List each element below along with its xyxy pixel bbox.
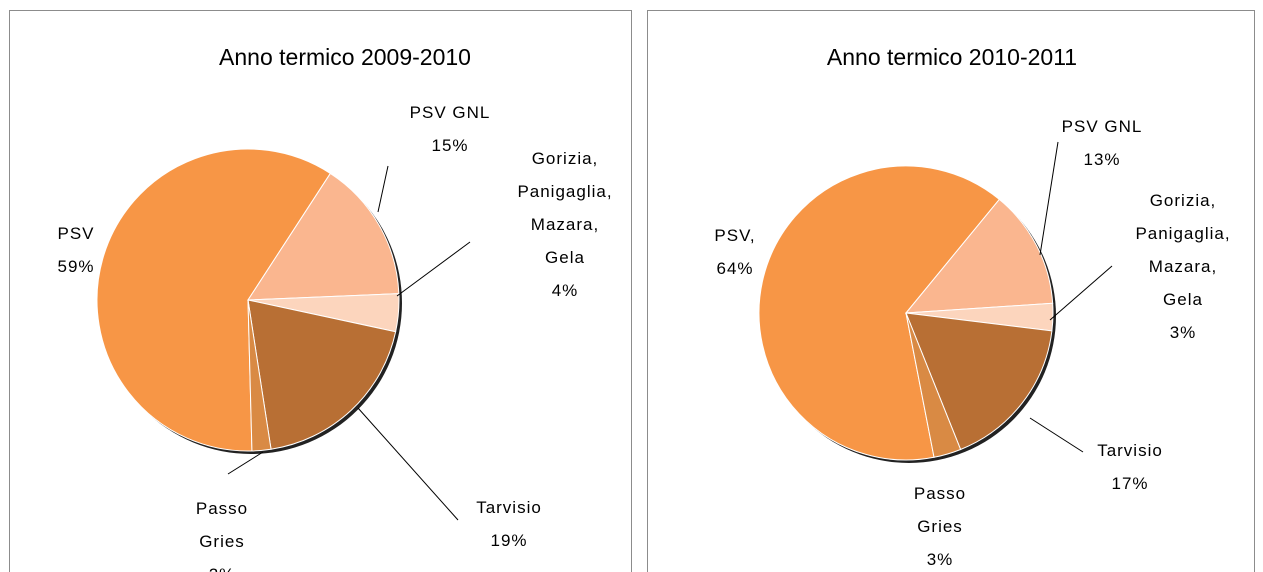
label-value: 19% bbox=[490, 531, 528, 550]
pie-slice bbox=[905, 312, 1053, 451]
label-value: 4% bbox=[551, 281, 579, 300]
label-value: 59% bbox=[57, 257, 95, 276]
label-name: Gorizia, Panigaglia, Mazara, Gela bbox=[517, 149, 613, 267]
label-name: Passo Gries bbox=[913, 484, 967, 536]
label-name: Passo Gries bbox=[195, 499, 249, 551]
label-name: Tarvisio bbox=[1097, 441, 1163, 460]
label-name: PSV GNL bbox=[1061, 117, 1143, 136]
pie-slice bbox=[247, 172, 400, 301]
chart-title: Anno termico 2010-2011 bbox=[826, 44, 1078, 70]
label-name: PSV, bbox=[714, 226, 756, 245]
leader-line bbox=[227, 451, 264, 475]
leader-line bbox=[1049, 265, 1113, 321]
label-value: 64% bbox=[716, 259, 754, 278]
label-value: 13% bbox=[1083, 150, 1121, 169]
pie-slice bbox=[247, 299, 397, 450]
label-name: Gorizia, Panigaglia, Mazara, Gela bbox=[1135, 191, 1231, 309]
leader-line bbox=[377, 165, 389, 213]
leader-line bbox=[1039, 141, 1059, 256]
data-label: Tarvisio 17% bbox=[1085, 434, 1175, 500]
chart-panel bbox=[9, 10, 632, 572]
pie-slice bbox=[758, 165, 1001, 461]
label-value: 2% bbox=[182, 558, 262, 572]
data-label: Tarvisio 19% bbox=[464, 491, 554, 557]
data-label: Passo Gries 3% bbox=[900, 477, 980, 572]
leader-line bbox=[396, 241, 471, 297]
chart-panel bbox=[647, 10, 1255, 572]
label-name: PSV bbox=[57, 224, 95, 243]
data-label: PSV, 64% bbox=[705, 219, 765, 285]
data-label: Gorizia, Panigaglia, Mazara, Gela 3% bbox=[1128, 184, 1238, 349]
pie-slice bbox=[247, 299, 272, 452]
label-value: 3% bbox=[926, 550, 954, 569]
label-value: 15% bbox=[431, 136, 469, 155]
pie-slice bbox=[905, 312, 962, 458]
label-name: Tarvisio bbox=[476, 498, 542, 517]
data-label: PSV GNL 13% bbox=[1047, 110, 1157, 176]
data-label: PSV 59% bbox=[46, 217, 106, 283]
label-value: 3% bbox=[1169, 323, 1197, 342]
leader-line bbox=[1029, 417, 1084, 453]
label-name: PSV GNL bbox=[409, 103, 491, 122]
data-label: Passo Gries 2% bbox=[182, 492, 262, 572]
label-value: 17% bbox=[1111, 474, 1149, 493]
data-label: PSV GNL 15% bbox=[395, 96, 505, 162]
pie-slice bbox=[904, 198, 1054, 314]
data-label: Gorizia, Panigaglia, Mazara, Gela 4% bbox=[510, 142, 620, 307]
leader-line bbox=[357, 407, 459, 521]
pie-slice bbox=[96, 148, 332, 452]
chart-title: Anno termico 2009-2010 bbox=[219, 44, 471, 70]
